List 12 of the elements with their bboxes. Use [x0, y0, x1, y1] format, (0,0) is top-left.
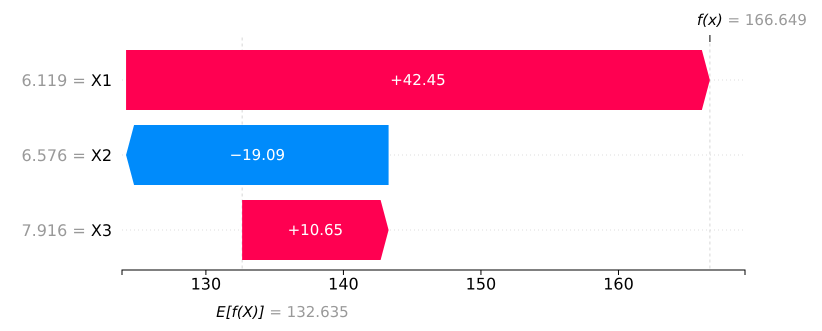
x-tick-label: 150	[466, 274, 496, 294]
y-tick-label: 7.916 = X3	[21, 221, 112, 240]
y-tick-label: 6.119 = X1	[21, 71, 112, 90]
ref-line-label: E[f(X)] = 132.635	[216, 303, 349, 321]
data-label: −19.09	[230, 146, 286, 164]
ref-line-label: f(x) = 166.649	[696, 11, 807, 29]
y-tick-label: 6.576 = X2	[21, 146, 112, 165]
x-tick-label: 160	[603, 274, 634, 294]
data-label: +10.65	[288, 221, 344, 239]
x-tick-label: 130	[190, 274, 222, 294]
x-tick-label: 140	[328, 274, 359, 294]
data-label: +42.45	[390, 71, 446, 89]
